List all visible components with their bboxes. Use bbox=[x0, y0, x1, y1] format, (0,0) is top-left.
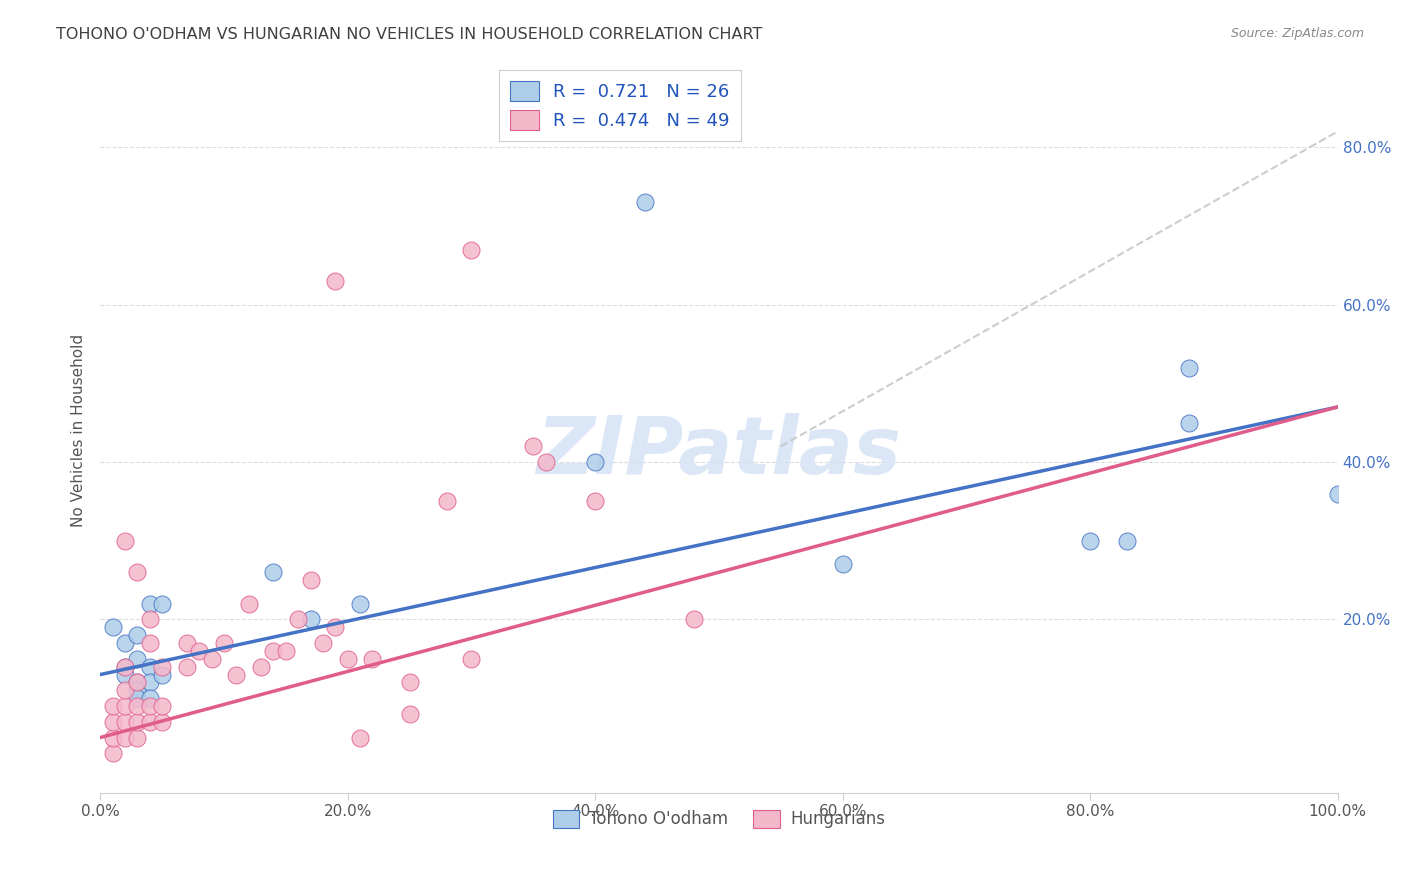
Point bbox=[436, 494, 458, 508]
Point bbox=[150, 699, 173, 714]
Point bbox=[1116, 533, 1139, 548]
Point bbox=[398, 675, 420, 690]
Point bbox=[114, 636, 136, 650]
Point bbox=[583, 494, 606, 508]
Point bbox=[138, 636, 160, 650]
Point bbox=[127, 675, 149, 690]
Point bbox=[127, 675, 149, 690]
Point bbox=[200, 652, 222, 666]
Point bbox=[336, 652, 359, 666]
Point bbox=[114, 659, 136, 673]
Legend: Tohono O'odham, Hungarians: Tohono O'odham, Hungarians bbox=[546, 803, 891, 835]
Point bbox=[114, 714, 136, 729]
Point bbox=[287, 612, 309, 626]
Point bbox=[101, 620, 124, 634]
Point bbox=[150, 597, 173, 611]
Y-axis label: No Vehicles in Household: No Vehicles in Household bbox=[72, 334, 86, 527]
Point bbox=[176, 659, 198, 673]
Point bbox=[114, 533, 136, 548]
Point bbox=[101, 699, 124, 714]
Point bbox=[138, 612, 160, 626]
Point bbox=[349, 597, 371, 611]
Point bbox=[101, 714, 124, 729]
Point bbox=[127, 699, 149, 714]
Point bbox=[138, 699, 160, 714]
Point bbox=[683, 612, 706, 626]
Text: Source: ZipAtlas.com: Source: ZipAtlas.com bbox=[1230, 27, 1364, 40]
Point bbox=[188, 644, 211, 658]
Point bbox=[127, 566, 149, 580]
Point bbox=[225, 667, 247, 681]
Point bbox=[460, 243, 482, 257]
Point bbox=[522, 439, 544, 453]
Point bbox=[138, 675, 160, 690]
Point bbox=[114, 683, 136, 698]
Point bbox=[176, 636, 198, 650]
Point bbox=[312, 636, 335, 650]
Text: ZIPatlas: ZIPatlas bbox=[536, 413, 901, 491]
Point bbox=[127, 691, 149, 706]
Point bbox=[138, 659, 160, 673]
Point bbox=[212, 636, 235, 650]
Text: TOHONO O'ODHAM VS HUNGARIAN NO VEHICLES IN HOUSEHOLD CORRELATION CHART: TOHONO O'ODHAM VS HUNGARIAN NO VEHICLES … bbox=[56, 27, 762, 42]
Point bbox=[138, 691, 160, 706]
Point bbox=[349, 731, 371, 745]
Point bbox=[101, 747, 124, 761]
Point bbox=[1326, 486, 1348, 500]
Point bbox=[534, 455, 557, 469]
Point bbox=[398, 706, 420, 721]
Point bbox=[127, 628, 149, 642]
Point bbox=[831, 558, 853, 572]
Point bbox=[1178, 416, 1201, 430]
Point bbox=[138, 597, 160, 611]
Point bbox=[150, 714, 173, 729]
Point bbox=[262, 566, 284, 580]
Point bbox=[1178, 360, 1201, 375]
Point bbox=[150, 667, 173, 681]
Point bbox=[323, 620, 346, 634]
Point bbox=[127, 683, 149, 698]
Point bbox=[114, 667, 136, 681]
Point bbox=[127, 714, 149, 729]
Point bbox=[1078, 533, 1101, 548]
Point bbox=[114, 731, 136, 745]
Point bbox=[361, 652, 384, 666]
Point bbox=[323, 274, 346, 288]
Point bbox=[114, 699, 136, 714]
Point bbox=[238, 597, 260, 611]
Point bbox=[460, 652, 482, 666]
Point bbox=[114, 659, 136, 673]
Point bbox=[127, 652, 149, 666]
Point bbox=[299, 573, 322, 587]
Point bbox=[250, 659, 273, 673]
Point bbox=[150, 659, 173, 673]
Point bbox=[127, 731, 149, 745]
Point bbox=[299, 612, 322, 626]
Point bbox=[262, 644, 284, 658]
Point bbox=[583, 455, 606, 469]
Point bbox=[633, 195, 655, 210]
Point bbox=[101, 731, 124, 745]
Point bbox=[274, 644, 297, 658]
Point bbox=[138, 714, 160, 729]
